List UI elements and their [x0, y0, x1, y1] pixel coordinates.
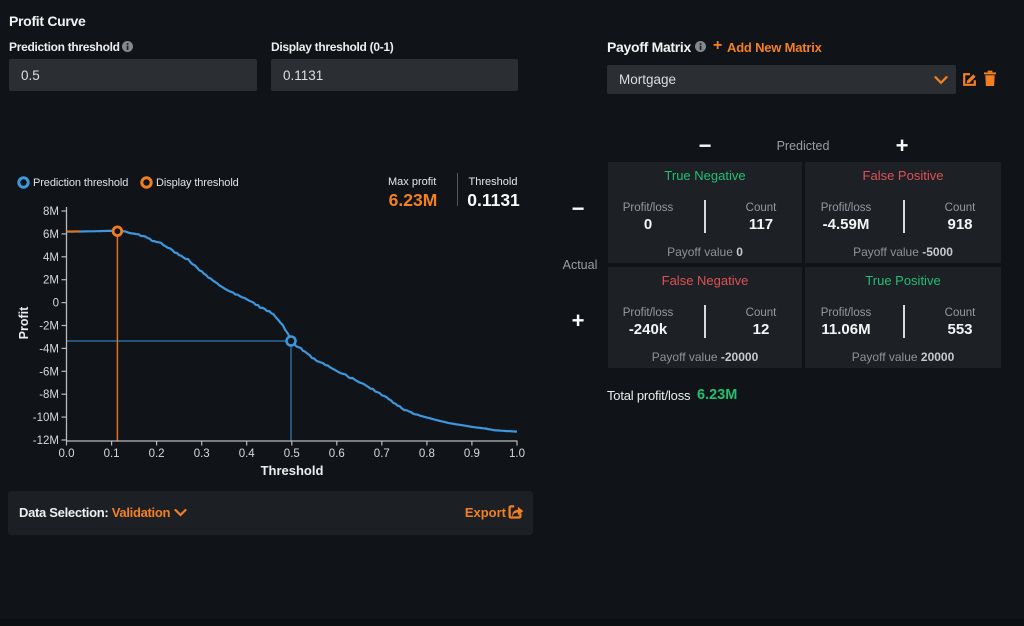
- svg-text:0.8: 0.8: [419, 448, 435, 460]
- svg-text:4M: 4M: [43, 252, 59, 264]
- svg-text:Profit: Profit: [17, 306, 31, 339]
- svg-text:0.3: 0.3: [194, 448, 210, 460]
- svg-text:-4M: -4M: [39, 343, 59, 355]
- svg-text:0.4: 0.4: [239, 448, 256, 460]
- svg-text:-12M: -12M: [33, 435, 59, 447]
- svg-text:-10M: -10M: [33, 412, 59, 424]
- svg-text:0.6: 0.6: [329, 448, 345, 460]
- svg-text:1.0: 1.0: [509, 448, 525, 460]
- svg-text:Threshold: Threshold: [261, 463, 324, 478]
- svg-text:0.1: 0.1: [104, 448, 120, 460]
- svg-text:0.7: 0.7: [374, 448, 390, 460]
- svg-text:8M: 8M: [43, 206, 59, 218]
- svg-text:2M: 2M: [43, 275, 59, 287]
- svg-text:-8M: -8M: [39, 389, 59, 401]
- svg-text:-2M: -2M: [39, 321, 59, 333]
- svg-text:0: 0: [53, 298, 59, 310]
- svg-text:0.9: 0.9: [464, 448, 480, 460]
- svg-text:6M: 6M: [43, 229, 59, 241]
- svg-text:0.0: 0.0: [59, 448, 75, 460]
- svg-text:0.2: 0.2: [149, 448, 165, 460]
- svg-text:0.5: 0.5: [284, 448, 300, 460]
- svg-text:-6M: -6M: [39, 366, 59, 378]
